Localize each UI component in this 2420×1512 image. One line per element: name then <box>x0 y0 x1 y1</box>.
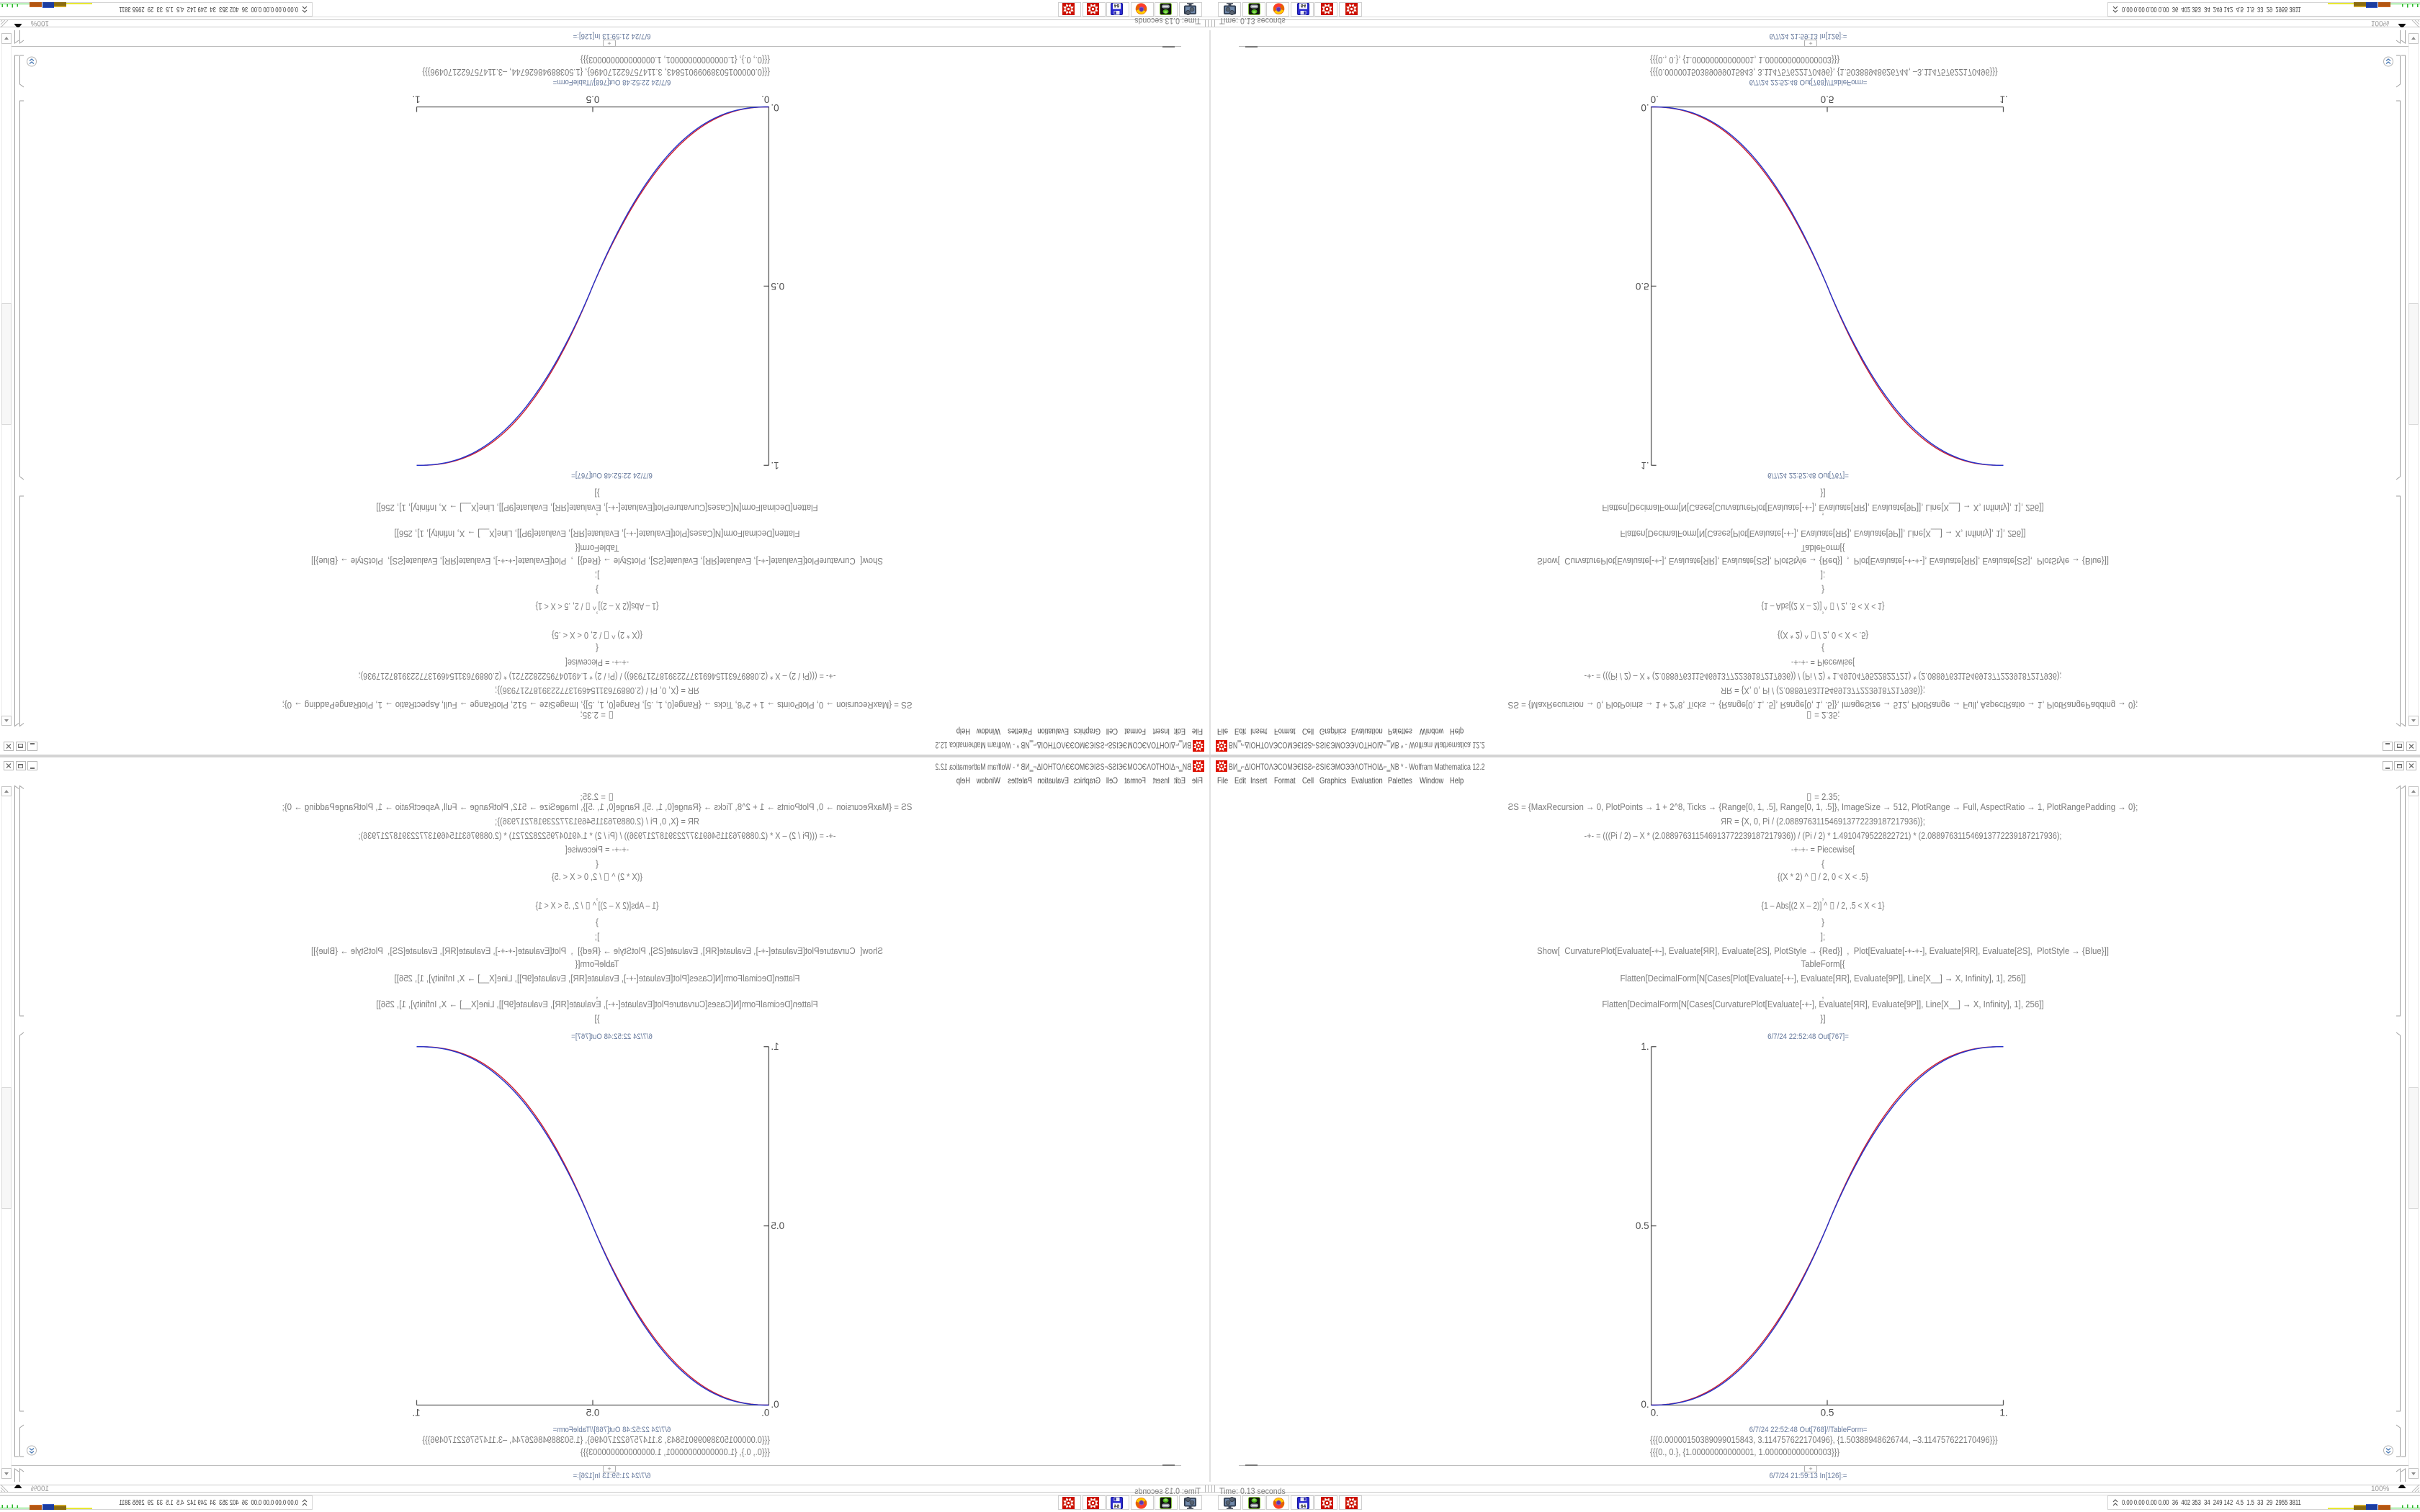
svg-text:0.5: 0.5 <box>1636 1220 1649 1231</box>
svg-text:64: 64 <box>1114 1504 1120 1509</box>
svg-text:64: 64 <box>1301 3 1307 8</box>
svg-text:0.: 0. <box>761 1408 769 1418</box>
svg-text:0.5: 0.5 <box>586 1408 600 1418</box>
svg-text:1.: 1. <box>1999 94 2007 105</box>
svg-text:0.: 0. <box>1651 1408 1659 1418</box>
svg-text:1.: 1. <box>1641 460 1649 471</box>
svg-text:1.: 1. <box>771 1041 779 1052</box>
svg-text:1.: 1. <box>1641 1041 1649 1052</box>
svg-text:0.5: 0.5 <box>1821 94 1834 105</box>
svg-text:0.: 0. <box>1641 102 1649 113</box>
svg-text:0.5: 0.5 <box>1821 1408 1834 1418</box>
svg-text:0.: 0. <box>761 94 769 105</box>
svg-text:64: 64 <box>1301 1504 1307 1509</box>
svg-text:0.5: 0.5 <box>771 1220 784 1231</box>
svg-text:1.: 1. <box>412 1408 420 1418</box>
svg-text:1.: 1. <box>771 460 779 471</box>
svg-text:1.: 1. <box>412 94 420 105</box>
svg-text:1.: 1. <box>1999 1408 2007 1418</box>
svg-text:0.: 0. <box>1651 94 1659 105</box>
svg-text:0.: 0. <box>1641 1399 1649 1410</box>
svg-text:0.5: 0.5 <box>1636 281 1649 292</box>
svg-text:0.: 0. <box>771 1399 779 1410</box>
svg-text:0.5: 0.5 <box>771 281 784 292</box>
svg-text:0.: 0. <box>771 102 779 113</box>
svg-text:64: 64 <box>1114 3 1120 8</box>
svg-text:0.5: 0.5 <box>586 94 600 105</box>
